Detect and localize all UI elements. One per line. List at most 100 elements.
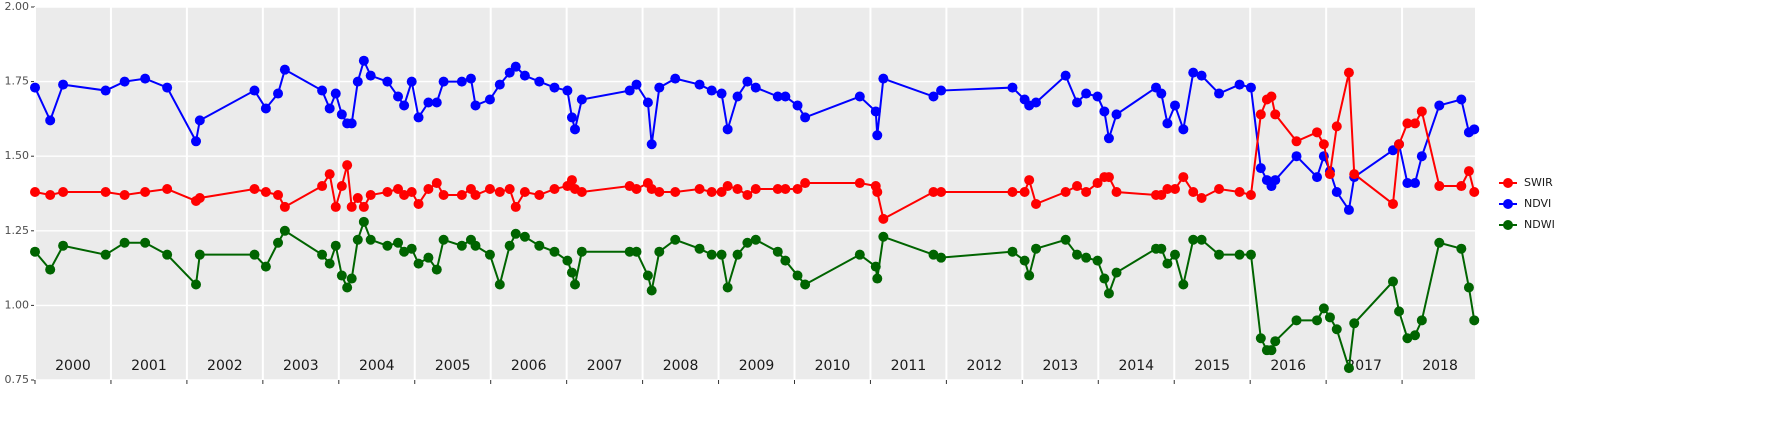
- point: [780, 91, 791, 102]
- point: [1156, 88, 1167, 99]
- point: [399, 246, 410, 257]
- year-label: 2009: [739, 358, 775, 374]
- point: [566, 267, 577, 278]
- point: [494, 187, 505, 198]
- point: [1178, 279, 1189, 290]
- year-label: 2003: [283, 358, 319, 374]
- point: [1255, 109, 1266, 120]
- point: [642, 97, 653, 108]
- point: [413, 258, 424, 269]
- point: [1469, 187, 1480, 198]
- point: [549, 246, 560, 257]
- point: [140, 73, 151, 84]
- point: [365, 234, 376, 245]
- point: [716, 249, 727, 260]
- point: [1196, 234, 1207, 245]
- point: [1456, 181, 1467, 192]
- point: [772, 91, 783, 102]
- point: [1103, 172, 1114, 183]
- point: [800, 178, 811, 189]
- point: [1394, 139, 1405, 150]
- year-label: 2010: [815, 358, 851, 374]
- point: [878, 73, 889, 84]
- point: [342, 282, 353, 293]
- point: [654, 82, 665, 93]
- point: [854, 91, 865, 102]
- point: [742, 189, 753, 200]
- point: [352, 76, 363, 87]
- point: [100, 249, 111, 260]
- point: [456, 240, 467, 251]
- point: [1081, 187, 1092, 198]
- point: [382, 76, 393, 87]
- point: [1312, 172, 1323, 183]
- point: [646, 285, 657, 296]
- point: [260, 187, 271, 198]
- point: [1007, 82, 1018, 93]
- point: [358, 201, 369, 212]
- point: [470, 189, 481, 200]
- point: [694, 243, 705, 254]
- point: [1156, 243, 1167, 254]
- point: [706, 249, 717, 260]
- point: [162, 184, 173, 195]
- point: [670, 73, 681, 84]
- point: [342, 160, 353, 171]
- point: [1463, 166, 1474, 177]
- point: [330, 88, 341, 99]
- point: [1072, 181, 1083, 192]
- point: [1081, 88, 1092, 99]
- point: [732, 91, 743, 102]
- point: [324, 103, 335, 114]
- point: [100, 187, 111, 198]
- point: [406, 243, 417, 254]
- point: [549, 184, 560, 195]
- point: [1024, 270, 1035, 281]
- year-label: 2016: [1270, 358, 1306, 374]
- point: [1170, 249, 1180, 260]
- point: [1245, 189, 1256, 200]
- point: [382, 240, 393, 251]
- point: [716, 88, 727, 99]
- point: [1343, 204, 1354, 215]
- point: [1019, 255, 1030, 266]
- point: [1349, 318, 1360, 329]
- point: [1103, 288, 1114, 299]
- point: [413, 198, 424, 209]
- year-label: 2012: [967, 358, 1003, 374]
- point: [1312, 127, 1323, 138]
- point: [1387, 276, 1398, 287]
- point: [1111, 267, 1122, 278]
- point: [162, 249, 173, 260]
- point: [1463, 282, 1474, 293]
- point: [1060, 234, 1071, 245]
- point: [1291, 136, 1302, 147]
- point: [519, 231, 530, 242]
- point: [624, 85, 635, 96]
- point: [30, 246, 40, 257]
- point: [1434, 237, 1445, 248]
- point: [336, 181, 347, 192]
- point: [45, 115, 56, 126]
- point: [191, 279, 202, 290]
- point: [1270, 175, 1281, 186]
- y-tick-label: 1.25: [5, 224, 30, 237]
- point: [100, 85, 111, 96]
- point: [670, 234, 681, 245]
- point: [1245, 249, 1256, 260]
- point: [1343, 67, 1354, 78]
- point: [413, 112, 424, 123]
- point: [722, 282, 733, 293]
- point: [1456, 243, 1467, 254]
- point: [654, 187, 665, 198]
- point: [1092, 255, 1103, 266]
- point: [1162, 118, 1173, 129]
- point: [484, 94, 495, 105]
- point: [1188, 234, 1199, 245]
- point: [1111, 109, 1122, 120]
- point: [706, 85, 717, 96]
- point: [438, 76, 449, 87]
- point: [456, 189, 467, 200]
- point: [346, 201, 357, 212]
- point: [694, 184, 705, 195]
